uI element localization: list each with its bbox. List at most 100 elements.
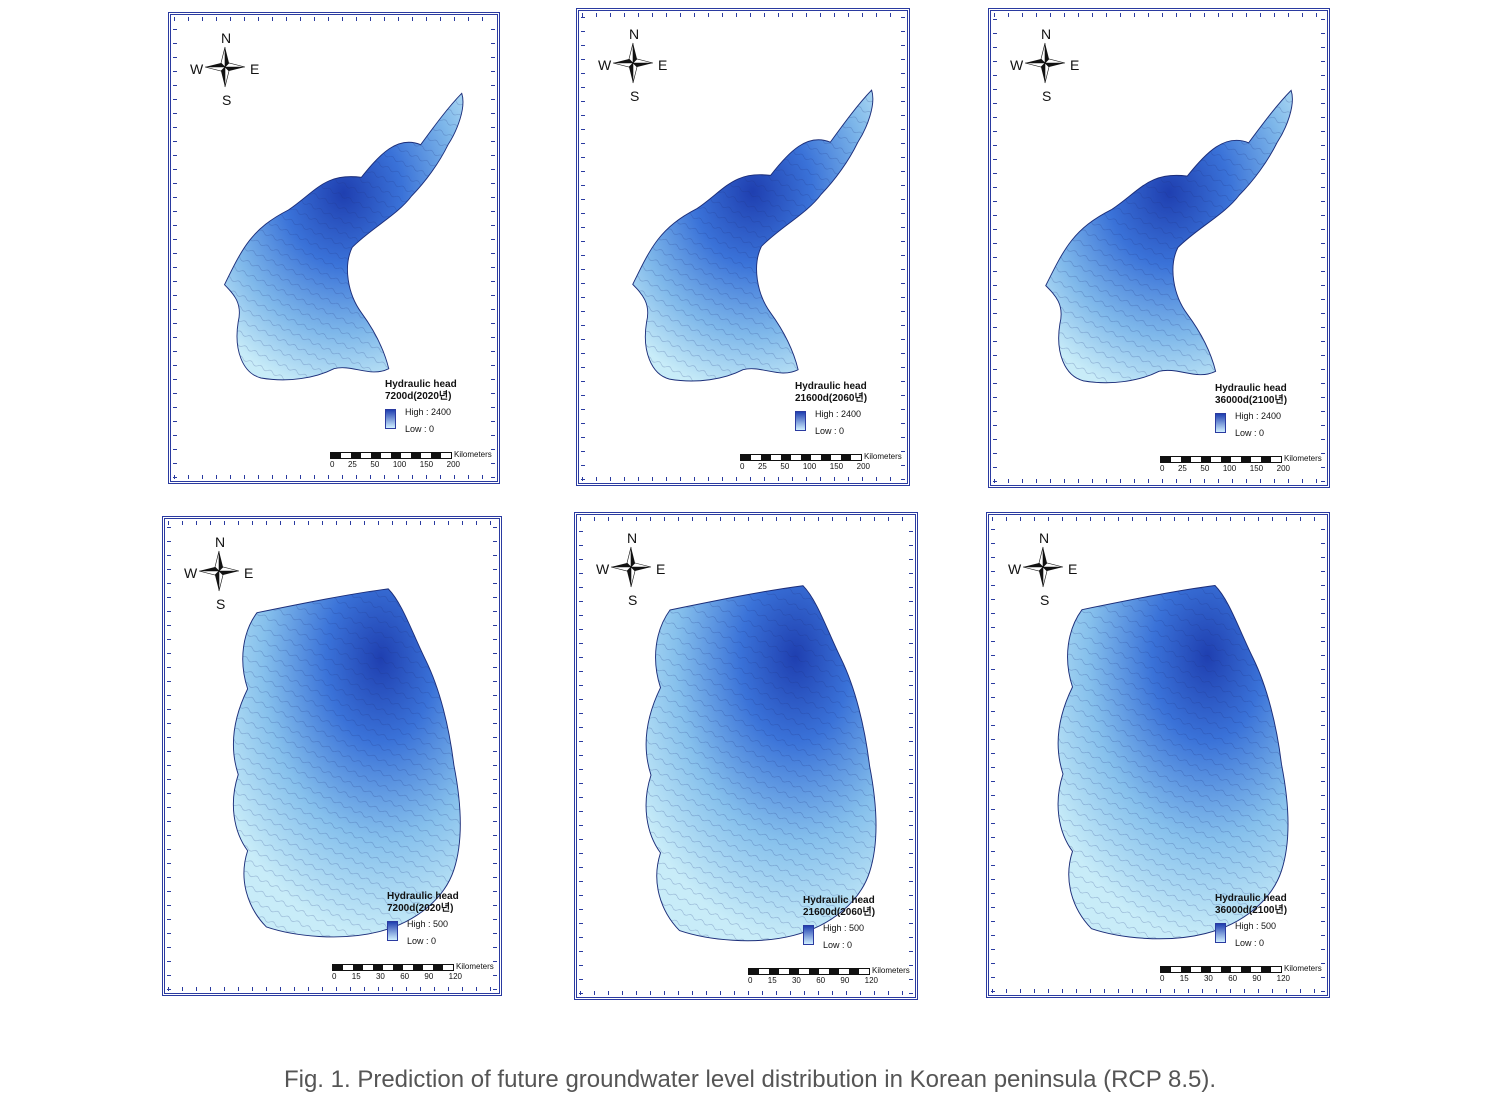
legend-high: High : 2400 — [815, 409, 861, 419]
compass-w-label: W — [1008, 561, 1022, 577]
scale-unit: Kilometers — [456, 962, 494, 971]
scale-tick: 25 — [757, 462, 767, 471]
compass-w-label: W — [184, 565, 198, 581]
legend-high-label: High : — [1235, 411, 1259, 421]
scale-tick: 150 — [1249, 464, 1264, 473]
frame-ticks — [582, 13, 904, 17]
compass-rose-icon — [610, 546, 652, 588]
legend-high: High : 500 — [823, 923, 864, 933]
scale-tick: 60 — [1228, 974, 1238, 983]
legend: Hydraulic head 7200d(2020년) High : 500 L… — [387, 891, 497, 946]
frame-ticks — [991, 518, 995, 992]
scale-ticks: 0 15 30 60 90 120 — [748, 976, 878, 985]
scale-ticks: 0 25 50 100 150 200 — [740, 462, 870, 471]
legend-low: Low : 0 — [815, 426, 845, 436]
scale-unit: Kilometers — [1284, 964, 1322, 973]
north-arrow-icon: N W E S — [1008, 530, 1078, 610]
legend: Hydraulic head 36000d(2100년) High : 500 … — [1215, 893, 1325, 948]
scale-tick: 25 — [347, 460, 357, 469]
frame-ticks — [167, 522, 171, 990]
compass-rose-icon — [204, 46, 246, 88]
legend-low: Low : 0 — [1235, 938, 1265, 948]
compass-e-label: E — [658, 57, 668, 73]
legend: Hydraulic head 7200d(2020년) High : 2400 … — [385, 379, 495, 434]
legend-high-value: 2400 — [1261, 411, 1282, 421]
legend-period: 21600d(2060년) — [795, 393, 868, 404]
north-arrow-icon: N W E S — [596, 530, 666, 610]
scale-tick: 50 — [780, 462, 790, 471]
legend-high-value: 2400 — [431, 407, 452, 417]
legend-color-ramp — [1215, 413, 1226, 433]
map-panel-north-2020: N W E S Hydraulic head 7200d(2020년) High… — [168, 12, 500, 484]
north-arrow-icon: N W E S — [184, 534, 254, 614]
frame-ticks — [909, 518, 913, 994]
scale-bar-graphic — [330, 452, 452, 459]
frame-ticks — [173, 18, 177, 478]
scale-tick: 120 — [1276, 974, 1290, 983]
legend-period: 36000d(2100년) — [1215, 905, 1288, 916]
compass-n-label: N — [1041, 26, 1052, 42]
scale-ticks: 0 15 30 60 90 120 — [332, 972, 462, 981]
compass-s-label: S — [1042, 88, 1052, 104]
frame-ticks — [491, 18, 495, 478]
legend-low: Low : 0 — [1235, 428, 1265, 438]
compass-e-label: E — [244, 565, 254, 581]
compass-n-label: N — [627, 530, 638, 546]
scale-unit: Kilometers — [454, 450, 492, 459]
legend-high: High : 2400 — [405, 407, 451, 417]
legend-title: Hydraulic head — [795, 381, 867, 392]
frame-ticks — [580, 991, 912, 995]
frame-ticks — [582, 477, 904, 481]
scale-ticks: 0 25 50 100 150 200 — [330, 460, 460, 469]
frame-ticks — [992, 517, 1324, 521]
scale-tick: 0 — [740, 462, 745, 471]
legend: Hydraulic head 21600d(2060년) High : 500 … — [803, 895, 913, 950]
north-arrow-icon: N W E S — [598, 26, 668, 106]
scale-tick: 100 — [802, 462, 817, 471]
scale-tick: 100 — [392, 460, 407, 469]
legend-low: Low : 0 — [823, 940, 853, 950]
scale-unit: Kilometers — [872, 966, 910, 975]
frame-ticks — [1321, 518, 1325, 992]
frame-ticks — [1321, 14, 1325, 482]
legend-color-ramp — [1215, 923, 1226, 943]
scale-tick: 150 — [829, 462, 844, 471]
scale-tick: 60 — [816, 976, 826, 985]
scale-tick: 50 — [370, 460, 380, 469]
compass-w-label: W — [596, 561, 610, 577]
groundwater-map-north — [1045, 89, 1293, 384]
legend-title: Hydraulic head — [803, 895, 875, 906]
scale-ticks: 0 25 50 100 150 200 — [1160, 464, 1290, 473]
legend-color-ramp — [803, 925, 814, 945]
legend-low: Low : 0 — [407, 936, 437, 946]
legend-title: Hydraulic head — [387, 891, 459, 902]
frame-ticks — [581, 14, 585, 480]
frame-ticks — [993, 14, 997, 482]
map-panel-south-2060: N W E S Hydraulic head 21600d(2060년) Hig… — [574, 512, 918, 1000]
frame-ticks — [174, 475, 494, 479]
legend-title: Hydraulic head — [1215, 893, 1287, 904]
frame-ticks — [901, 14, 905, 480]
compass-e-label: E — [656, 561, 666, 577]
figure-caption: Fig. 1. Prediction of future groundwater… — [283, 1066, 1217, 1093]
legend-color-ramp — [385, 409, 396, 429]
compass-n-label: N — [215, 534, 226, 550]
legend-high-value: 2400 — [841, 409, 862, 419]
scale-tick: 15 — [351, 972, 361, 981]
map-panel-south-2100: N W E S Hydraulic head 36000d(2100년) Hig… — [986, 512, 1330, 998]
legend-high-label: High : — [405, 407, 429, 417]
frame-ticks — [994, 479, 1324, 483]
compass-s-label: S — [222, 92, 232, 108]
frame-ticks — [579, 518, 583, 994]
frame-ticks — [580, 517, 912, 521]
map-panel-south-2020: N W E S Hydraulic head 7200d(2020년) High… — [162, 516, 502, 996]
legend-title: Hydraulic head — [1215, 383, 1287, 394]
scale-tick: 0 — [330, 460, 335, 469]
frame-ticks — [168, 987, 496, 991]
legend: Hydraulic head 36000d(2100년) High : 2400… — [1215, 383, 1325, 438]
groundwater-map-south — [1057, 584, 1289, 940]
frame-ticks — [168, 521, 496, 525]
compass-s-label: S — [1040, 592, 1050, 608]
compass-rose-icon — [198, 550, 240, 592]
scale-tick: 25 — [1177, 464, 1187, 473]
